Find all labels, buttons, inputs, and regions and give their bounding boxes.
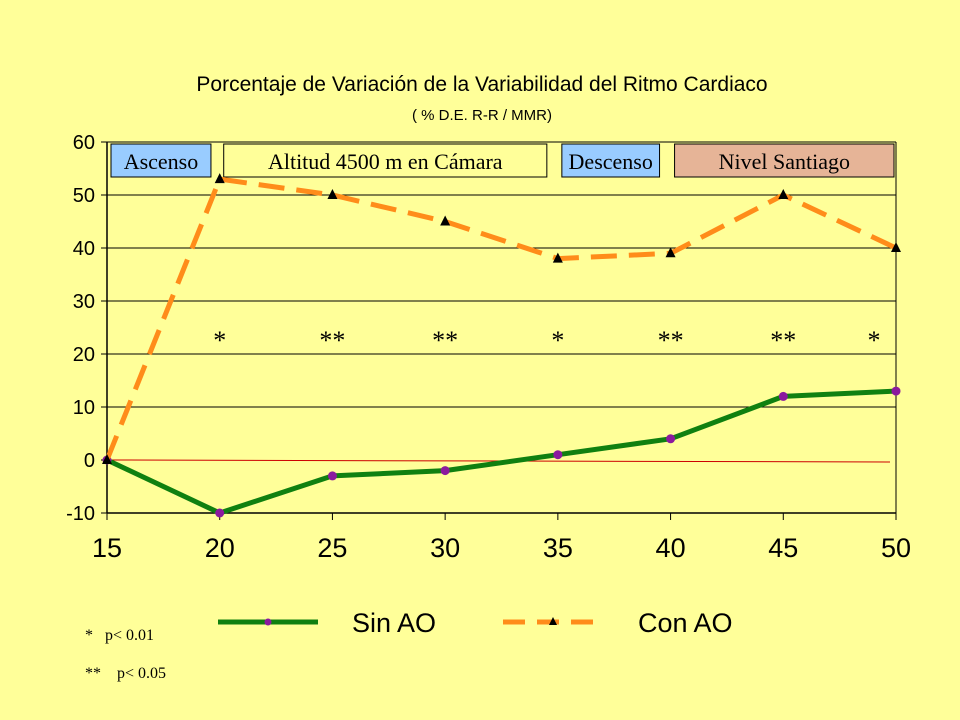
point-marker — [215, 508, 225, 518]
significance-mark: * — [551, 326, 564, 355]
x-tick-label: 20 — [205, 533, 235, 563]
phase-label: Nivel Santiago — [719, 149, 850, 174]
point-marker — [665, 247, 676, 258]
significance-marks: * ** ** * ** ** * — [213, 326, 880, 355]
phase-label: Altitud 4500 m en Cámara — [268, 149, 503, 174]
point-marker — [552, 252, 563, 263]
significance-mark: * — [868, 326, 881, 355]
grid-lines — [106, 141, 897, 513]
chart-title: Porcentaje de Variación de la Variabilid… — [196, 73, 767, 96]
series-line-1 — [104, 176, 898, 461]
phase-box — [223, 143, 548, 178]
phase-box — [674, 143, 895, 178]
significance-mark: ** — [658, 326, 684, 355]
phase-label: Ascenso — [124, 149, 199, 174]
y-tick-label: 0 — [84, 450, 95, 472]
point-marker — [778, 391, 788, 401]
series-layer — [102, 173, 901, 518]
legend-marker — [264, 618, 272, 626]
x-tick-label: 25 — [317, 533, 347, 563]
chart-subtitle: ( % D.E. R-R / MMR) — [412, 107, 552, 124]
point-marker — [440, 215, 451, 226]
phase-label: Descenso — [569, 149, 653, 174]
x-tick-label: 45 — [768, 533, 798, 563]
point-marker — [553, 450, 563, 460]
y-tick-label: 10 — [73, 397, 95, 419]
significance-mark: ** — [432, 326, 458, 355]
series-line-0 — [105, 388, 897, 516]
y-tick-label: 30 — [73, 291, 95, 313]
axes: -10 0 10 20 30 40 50 60 15 20 25 30 35 40 45 50 — [66, 132, 911, 563]
y-tick-label: -10 — [66, 503, 95, 525]
significance-note: * p< 0.01 — [85, 627, 154, 644]
significance-mark: ** — [319, 326, 345, 355]
phase-boxes: Ascenso Altitud 4500 m en Cámara Descenso N… — [110, 143, 895, 178]
legend-label-0: Sin AO — [352, 608, 436, 638]
point-marker — [778, 189, 789, 199]
x-tick-label: 35 — [543, 533, 573, 563]
x-tick-label: 30 — [430, 533, 460, 563]
y-tick-label: 20 — [73, 344, 95, 366]
significance-mark: * — [213, 326, 226, 355]
significance-mark: ** — [770, 326, 796, 355]
point-marker — [891, 242, 901, 252]
legend-marker — [549, 617, 557, 625]
y-tick-label: 40 — [73, 238, 95, 260]
legend: Sin AO Con AO — [218, 608, 733, 638]
x-tick-label: 15 — [92, 533, 122, 563]
point-marker — [102, 454, 112, 464]
point-marker — [891, 386, 901, 396]
point-marker — [214, 173, 225, 184]
phase-box — [110, 143, 212, 178]
point-marker — [327, 471, 337, 481]
phase-box — [561, 143, 661, 178]
significance-notes: * p< 0.01 ** p< 0.05 — [85, 627, 166, 682]
significance-note: ** p< 0.05 — [85, 665, 166, 682]
legend-label-1: Con AO — [638, 608, 733, 638]
x-tick-label: 40 — [656, 533, 686, 563]
y-tick-label: 50 — [73, 185, 95, 207]
y-tick-label: 60 — [73, 132, 95, 154]
point-marker — [327, 189, 338, 199]
point-marker — [666, 434, 676, 444]
point-marker — [440, 466, 450, 476]
x-tick-label: 50 — [881, 533, 911, 563]
